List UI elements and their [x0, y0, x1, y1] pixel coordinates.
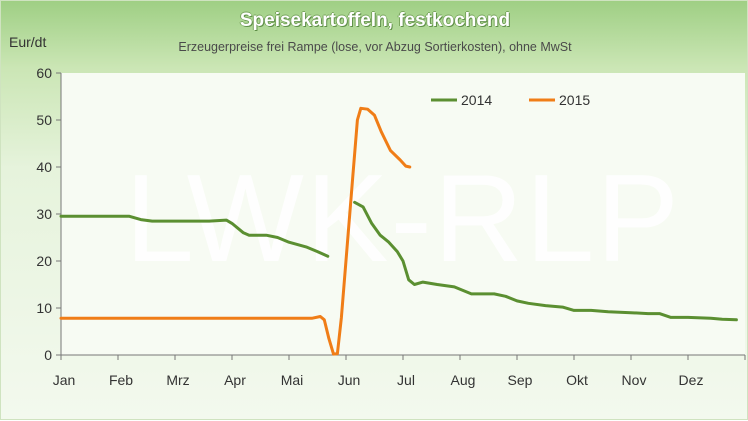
x-tick-label: Jul: [397, 372, 415, 388]
plot-background: [61, 73, 745, 355]
x-tick-label: Feb: [109, 372, 133, 388]
x-tick-label: Jun: [338, 372, 361, 388]
y-tick-label: 50: [36, 112, 52, 128]
y-tick-label: 0: [44, 347, 52, 363]
series-line-2014: [353, 200, 738, 322]
x-tick-label: Sep: [508, 372, 533, 388]
series-line-2015: [59, 106, 412, 356]
x-tick-label: Mrz: [166, 372, 189, 388]
y-tick-label: 10: [36, 300, 52, 316]
y-tick-label: 30: [36, 206, 52, 222]
y-tick-label: 60: [36, 65, 52, 81]
chart-title: Speisekartoffeln, festkochend: [239, 10, 511, 31]
y-tick-label: 20: [36, 253, 52, 269]
x-tick-label: Aug: [451, 372, 476, 388]
series-layer: [59, 106, 738, 356]
y-tick-label: 40: [36, 159, 52, 175]
x-tick-label: Jan: [53, 372, 76, 388]
axes: 0 10 20 30 40 50 60 Jan Feb Mrz Apr Mai Jun Jul Aug Sep…: [36, 65, 746, 388]
x-tick-label: Nov: [622, 372, 647, 388]
legend-label-2014: 2014: [461, 92, 492, 108]
x-tick-label: Apr: [224, 372, 246, 388]
legend-label-2015: 2015: [559, 92, 590, 108]
x-tick-label: Okt: [566, 372, 588, 388]
x-tick-label: Mai: [281, 372, 304, 388]
legend: 2014 2015: [431, 92, 590, 108]
x-tick-label: Dez: [679, 372, 704, 388]
watermark-text: LWK-RLP: [125, 150, 681, 288]
series-line-2014: [59, 214, 330, 258]
chart-subtitle: Erzeugerpreise frei Rampe (lose, vor Abz…: [178, 40, 572, 54]
y-axis-unit-label: Eur/dt: [9, 34, 47, 50]
